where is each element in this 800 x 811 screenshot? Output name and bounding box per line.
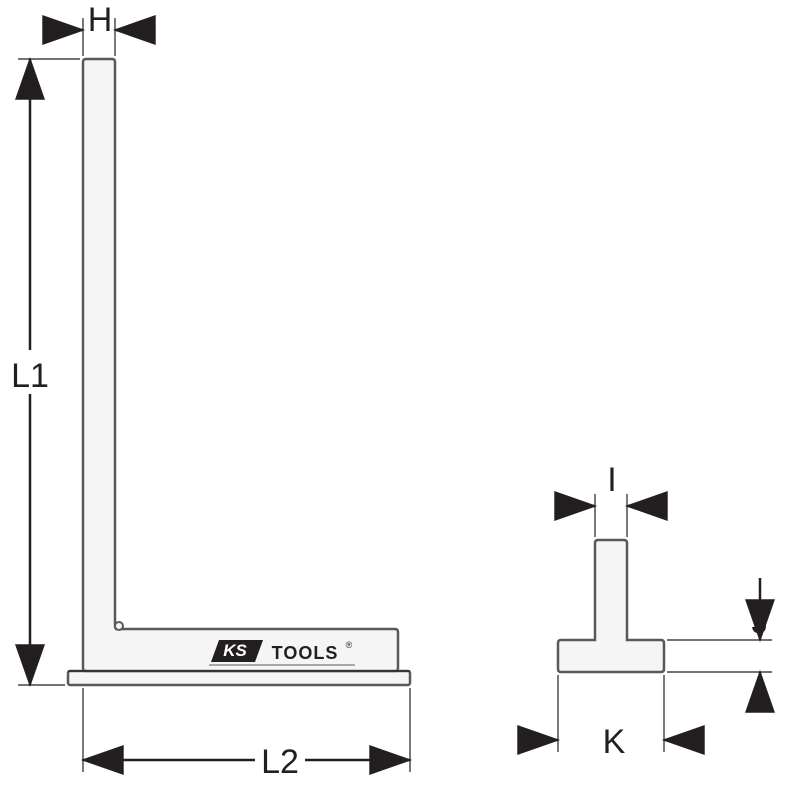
dim-L1: L1 bbox=[8, 59, 80, 685]
dim-J: J bbox=[667, 578, 772, 712]
label-I: I bbox=[607, 461, 616, 499]
label-J: J bbox=[752, 603, 769, 641]
dim-I: I bbox=[556, 461, 666, 537]
label-K: K bbox=[603, 723, 626, 761]
logo-tools: TOOLS bbox=[272, 643, 339, 663]
logo-ks: KS bbox=[223, 641, 247, 660]
label-L2: L2 bbox=[261, 743, 299, 781]
ks-tools-logo: KS TOOLS ® bbox=[209, 640, 355, 665]
label-H: H bbox=[88, 1, 113, 39]
dim-H: H bbox=[44, 1, 154, 56]
dim-K: K bbox=[519, 675, 703, 761]
technical-drawing: KS TOOLS ® H L1 L bbox=[0, 0, 800, 811]
cross-section-part bbox=[558, 540, 664, 672]
label-L1: L1 bbox=[11, 357, 49, 395]
logo-registered: ® bbox=[346, 640, 353, 650]
dim-L2: L2 bbox=[83, 688, 410, 781]
main-square-part bbox=[68, 59, 410, 685]
